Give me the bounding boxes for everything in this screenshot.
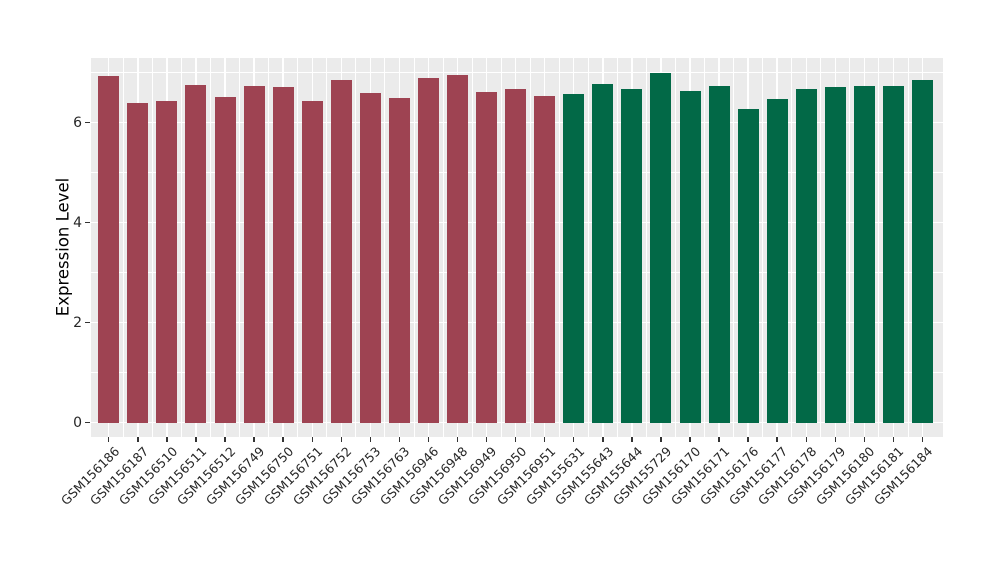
gridline-minor-v [529, 58, 531, 437]
gridline-minor-v [587, 58, 589, 437]
gridline-minor-v [704, 58, 705, 437]
bar-GSM155643 [592, 84, 614, 423]
x-tick-mark [340, 437, 342, 442]
x-tick-mark [253, 437, 255, 442]
y-tick-label: 6 [73, 114, 82, 131]
gridline-minor-v [907, 58, 909, 437]
x-tick-mark [718, 437, 720, 442]
gridline-minor-v [820, 58, 822, 437]
plot-panel [91, 58, 943, 437]
bar-GSM156181 [882, 86, 904, 423]
bar-GSM156180 [853, 85, 875, 423]
bar-GSM156750 [272, 87, 294, 423]
bar-GSM156179 [824, 87, 846, 423]
gridline-minor-v [849, 58, 851, 437]
bar-GSM156510 [156, 100, 178, 423]
gridline-minor-v [762, 58, 764, 437]
y-tick-label: 2 [73, 314, 82, 331]
gridline-minor-v [355, 58, 357, 437]
y-tick-mark [85, 322, 90, 324]
gridline-minor-v [646, 58, 647, 437]
y-tick-mark [85, 122, 90, 124]
x-tick-mark [863, 437, 866, 442]
gridline-minor-h [91, 72, 943, 74]
bar-GSM156749 [243, 85, 265, 423]
gridline-minor-v [181, 58, 182, 437]
gridline-minor-v [297, 58, 299, 437]
x-tick-mark [514, 437, 517, 442]
gridline-minor-v [384, 58, 386, 437]
gridline-minor-v [122, 58, 124, 437]
x-tick-mark [602, 437, 604, 442]
x-tick-mark [689, 437, 691, 442]
x-tick-mark [921, 437, 924, 442]
gridline-minor-v [268, 58, 270, 437]
gridline-minor-v [413, 58, 415, 437]
gridline-minor-v [210, 58, 211, 437]
y-tick-label: 0 [73, 414, 82, 431]
bar-GSM155729 [650, 73, 672, 423]
bar-GSM155644 [621, 89, 643, 423]
x-tick-mark [776, 437, 778, 442]
x-tick-mark [427, 437, 430, 442]
x-tick-mark [747, 437, 749, 442]
gridline-minor-v [500, 58, 502, 437]
x-tick-mark [166, 437, 168, 442]
gridline-minor-v [675, 58, 676, 437]
bar-GSM156186 [98, 76, 120, 423]
x-tick-mark [108, 437, 110, 442]
x-tick-mark [311, 437, 313, 442]
gridline-minor-v [616, 58, 618, 437]
bar-GSM156751 [301, 101, 323, 423]
bar-GSM156946 [417, 78, 439, 423]
bar-GSM156187 [127, 102, 149, 423]
x-tick-mark [224, 437, 226, 442]
bar-GSM156752 [330, 79, 352, 423]
gridline-minor-v [239, 58, 240, 437]
x-tick-mark [485, 437, 488, 442]
y-tick-mark [85, 422, 90, 424]
gridline-minor-v [326, 58, 328, 437]
bar-GSM155631 [563, 94, 585, 423]
bar-GSM156753 [359, 92, 381, 423]
gridline-minor-v [471, 58, 473, 437]
x-tick-mark [573, 437, 575, 442]
x-tick-mark [137, 437, 139, 442]
bar-GSM156511 [185, 84, 207, 423]
y-tick-label: 4 [73, 214, 82, 231]
gridline-minor-v [151, 58, 153, 437]
bar-GSM156948 [447, 75, 469, 423]
x-tick-mark [398, 437, 401, 442]
bar-GSM156176 [737, 108, 759, 423]
gridline-minor-v [442, 58, 444, 437]
bar-GSM156951 [534, 95, 556, 423]
gridline-minor-v [791, 58, 793, 437]
x-tick-mark [282, 437, 284, 442]
bar-GSM156512 [214, 97, 236, 423]
x-tick-mark [195, 437, 197, 442]
bar-GSM156178 [795, 89, 817, 423]
bar-GSM156170 [679, 91, 701, 423]
x-tick-mark [369, 437, 372, 442]
bar-GSM156949 [476, 91, 498, 423]
bar-GSM156177 [766, 99, 788, 423]
x-tick-mark [660, 437, 662, 442]
x-tick-mark [834, 437, 836, 442]
y-tick-mark [85, 222, 90, 224]
x-tick-mark [892, 437, 895, 442]
gridline-minor-v [878, 58, 880, 437]
bar-GSM156950 [505, 89, 527, 423]
gridline-minor-v [558, 58, 560, 437]
gridline-minor-v [733, 58, 734, 437]
x-tick-mark [805, 437, 807, 442]
x-tick-mark [631, 437, 633, 442]
bar-GSM156171 [708, 86, 730, 423]
x-tick-mark [544, 437, 546, 442]
x-tick-mark [456, 437, 459, 442]
bar-GSM156763 [388, 97, 410, 423]
bar-GSM156184 [911, 79, 933, 423]
y-axis-title: Expression Level [53, 177, 73, 317]
